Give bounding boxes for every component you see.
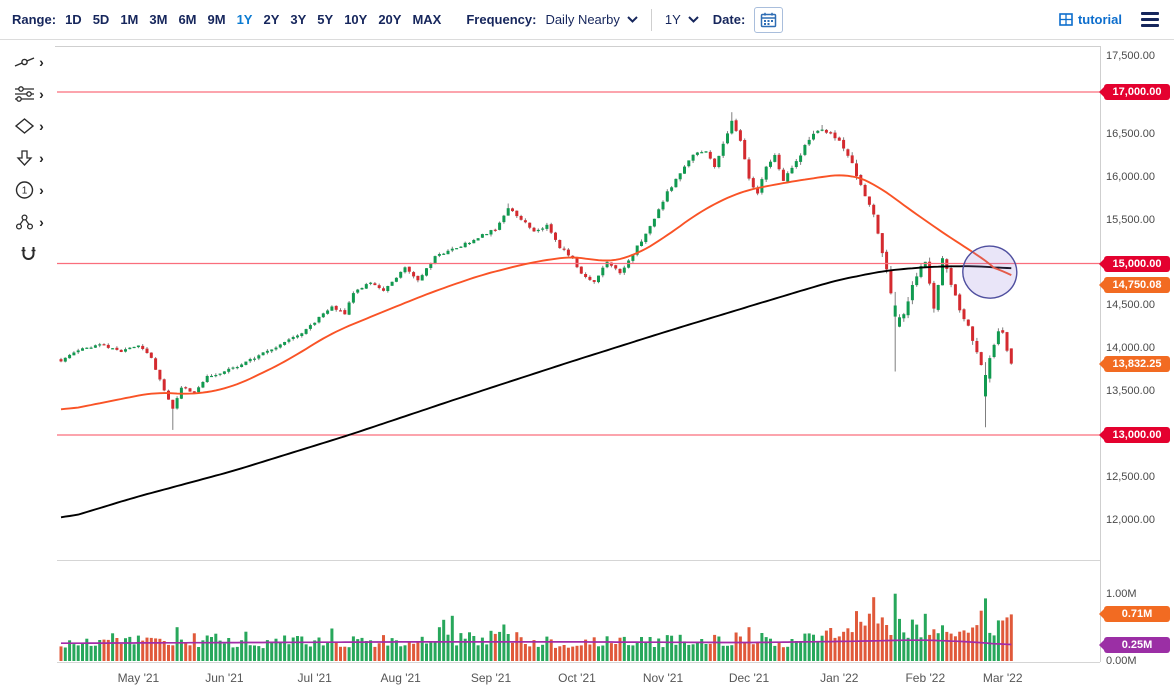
calendar-icon: [761, 12, 777, 27]
x-axis-month-label: Oct '21: [558, 671, 596, 685]
range-9m[interactable]: 9M: [207, 12, 226, 27]
x-axis-month-label: Jan '22: [820, 671, 859, 685]
toolbar-divider: [650, 8, 652, 31]
range-1y[interactable]: 1Y: [236, 12, 253, 27]
x-axis-month-label: Jun '21: [205, 671, 244, 685]
toolbar: Range: 1D 5D 1M 3M 6M 9M 1Y 2Y 3Y 5Y 10Y 20Y MAX Fre…: [0, 0, 1174, 40]
range-label: Range:: [12, 12, 57, 27]
magnet-icon: [21, 247, 36, 260]
range-max[interactable]: MAX: [412, 12, 442, 27]
range-6m[interactable]: 6M: [178, 12, 197, 27]
x-axis-month-label: Jul '21: [298, 671, 333, 685]
range-20y[interactable]: 20Y: [378, 12, 402, 27]
range-1m[interactable]: 1M: [120, 12, 139, 27]
volume-axis-label: 0.00M: [1106, 655, 1137, 667]
chevron-down-icon: [627, 16, 638, 23]
candles-layer: [59, 112, 1013, 430]
price-badge: 15,000.00: [1099, 255, 1170, 272]
submenu-chevron: ›: [39, 54, 44, 70]
price-axis-label: 14,500.00: [1106, 299, 1155, 312]
numbered-callout-tool[interactable]: 1 ›: [13, 178, 44, 202]
date-label: Date:: [712, 12, 746, 27]
magnet-tool[interactable]: [17, 242, 40, 266]
range-3y[interactable]: 3Y: [290, 12, 307, 27]
fast-moving-average-line: [60, 174, 1012, 411]
tutorial-text: tutorial: [1077, 12, 1122, 27]
submenu-chevron: ›: [39, 182, 44, 198]
volume-axis-label: 1.00M: [1106, 588, 1137, 600]
price-badge: 13,000.00: [1099, 427, 1170, 443]
nodes-icon: [16, 214, 34, 230]
tutorial-link[interactable]: tutorial: [1059, 12, 1122, 27]
chart-area[interactable]: May '21 Jun '21 Jul '21 Aug '21 Sep '21 Oct '…: [57, 40, 1100, 700]
arrow-tool[interactable]: ›: [13, 146, 44, 170]
price-volume-chart-svg: May '21 Jun '21 Jul '21 Aug '21 Sep '21 Oct '…: [57, 91, 1100, 685]
x-axis-month-label: Feb '22: [905, 671, 945, 685]
range-3m[interactable]: 3M: [149, 12, 168, 27]
slow-moving-average-line: [60, 265, 1012, 519]
price-axis-label: 13,500.00: [1106, 385, 1155, 398]
diamond-shape-icon: [15, 118, 35, 134]
range-5y[interactable]: 5Y: [317, 12, 334, 27]
axis-border: [1100, 46, 1101, 662]
circled-number-icon: 1: [15, 181, 34, 199]
price-badge: 13,832.25: [1099, 355, 1170, 372]
submenu-chevron: ›: [39, 118, 44, 134]
callout-number: 1: [22, 186, 28, 197]
price-axis-label: 12,000.00: [1106, 513, 1155, 526]
frequency-label: Frequency:: [466, 12, 537, 27]
sliders-icon: [15, 86, 35, 102]
down-arrow-icon: [16, 150, 33, 166]
x-axis-month-label: Sep '21: [471, 671, 512, 685]
x-axis-month-label: Aug '21: [381, 671, 422, 685]
price-axis-label: 15,500.00: [1106, 213, 1155, 226]
x-axis-month-label: May '21: [118, 671, 160, 685]
period-dropdown[interactable]: 1Y: [665, 12, 699, 27]
chevron-down-icon: [688, 16, 699, 23]
submenu-chevron: ›: [39, 214, 44, 230]
frequency-value: Daily Nearby: [545, 12, 620, 27]
volume-badge: 0.25M: [1099, 637, 1170, 654]
chart-top-border: [55, 46, 1167, 47]
trendline-icon: [14, 57, 35, 67]
toolbar-right: tutorial: [1059, 9, 1162, 30]
price-axis-label: 17,500.00: [1106, 50, 1155, 62]
price-axis-label: 16,500.00: [1106, 127, 1155, 140]
menu-button[interactable]: [1138, 9, 1162, 30]
submenu-chevron: ›: [39, 150, 44, 166]
volume-ma-line: [61, 639, 1012, 646]
x-axis-month-label: Mar '22: [983, 671, 1023, 685]
range-1d[interactable]: 1D: [65, 12, 82, 27]
period-value: 1Y: [664, 12, 681, 27]
range-2y[interactable]: 2Y: [263, 12, 280, 27]
price-badge: 14,750.08: [1099, 276, 1170, 293]
price-badge: 17,000.00: [1099, 84, 1170, 100]
range-selector: 1D 5D 1M 3M 6M 9M 1Y 2Y 3Y 5Y 10Y 20Y MAX: [65, 12, 452, 27]
price-axis: 17,500.00 16,500.00 16,000.00 15,500.00 14,5…: [1099, 40, 1174, 700]
volume-badge: 0.71M: [1099, 606, 1170, 623]
frequency-dropdown[interactable]: Daily Nearby: [545, 12, 638, 27]
line-study-tool[interactable]: ›: [13, 50, 44, 74]
x-axis-month-label: Nov '21: [643, 671, 684, 685]
range-10y[interactable]: 10Y: [344, 12, 368, 27]
price-axis-label: 12,500.00: [1106, 470, 1155, 483]
shapes-tool[interactable]: ›: [13, 114, 44, 138]
range-5d[interactable]: 5D: [92, 12, 110, 27]
submenu-chevron: ›: [39, 86, 44, 102]
date-picker-button[interactable]: [754, 6, 784, 33]
price-axis-label: 14,000.00: [1106, 342, 1155, 355]
x-axis-month-label: Dec '21: [729, 671, 770, 685]
price-axis-label: 16,000.00: [1106, 170, 1155, 183]
drawing-tools-sidebar: › › › ›: [0, 50, 57, 266]
indicator-settings-tool[interactable]: ›: [13, 82, 44, 106]
connector-tool[interactable]: ›: [13, 210, 44, 234]
tutorial-icon: [1059, 13, 1073, 26]
volume-bars-layer: [59, 593, 1013, 661]
ellipse-annotation[interactable]: [959, 243, 1020, 302]
